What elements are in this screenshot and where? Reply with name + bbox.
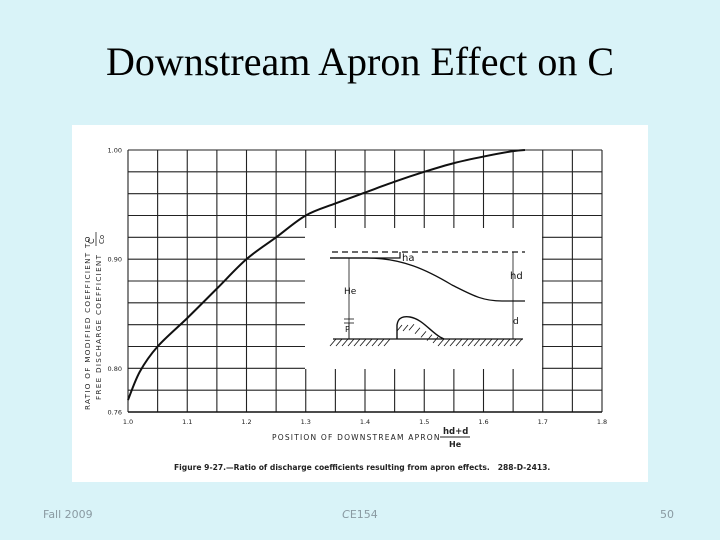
y-tick-label: 0.80	[108, 365, 122, 373]
x-tick-label: 1.5	[419, 418, 429, 426]
y-axis-label-line2: FREE DISCHARGE COEFFICIENT	[94, 254, 103, 400]
x-tick-label: 1.1	[182, 418, 192, 426]
label-hd: hd	[510, 271, 523, 282]
y-tick-label: 0.90	[108, 256, 122, 264]
y-tick-labels: 1.00 0.90 0.80 0.76	[108, 147, 122, 417]
footer-course: CE154	[0, 508, 720, 521]
x-tick-label: 1.7	[538, 418, 548, 426]
inset-background	[305, 228, 542, 369]
x-tick-label: 1.3	[301, 418, 311, 426]
floor-hatching	[329, 323, 523, 347]
slide-title: Downstream Apron Effect on C	[105, 39, 615, 84]
chart-figure: 1.00 0.90 0.80 0.76 1.0 1.1 1.2 1.3 1.4 1.5 1.6 1.…	[72, 125, 648, 482]
x-tick-label: 1.6	[478, 418, 488, 426]
x-tick-label: 1.0	[123, 418, 133, 426]
x-tick-label: 1.2	[241, 418, 251, 426]
chart-plot: 1.000.900.800.76 1.0 1.1 1.2 1.3 1.4 1.5 1.6 1.…	[83, 147, 607, 473]
inset-diagram: ha He hd d P	[305, 228, 542, 369]
y-tick-label: 1.00	[108, 147, 122, 155]
x-axis-label: POSITION OF DOWNSTREAM APRON	[272, 433, 441, 442]
label-p: P	[345, 325, 350, 334]
y-axis-symbol-num: C	[87, 238, 96, 244]
x-axis-fraction-den: He	[449, 440, 462, 449]
ratio-curve	[127, 149, 526, 401]
x-tick-label: 1.8	[597, 418, 607, 426]
weir-crest	[396, 316, 445, 340]
figure-caption: Figure 9-27.—Ratio of discharge coeffici…	[174, 463, 550, 472]
label-d: d	[513, 317, 519, 327]
x-axis-fraction-num: hd+d	[443, 427, 468, 437]
y-axis-label-line1: RATIO OF MODIFIED COEFFICIENT TO	[83, 235, 92, 410]
y-axis-symbol-den: Co	[98, 235, 106, 244]
x-tick-label: 1.4	[360, 418, 370, 426]
label-he: He	[344, 287, 357, 297]
footer-date: Fall 2009	[43, 508, 93, 521]
footer-course-rest: E154	[349, 508, 378, 521]
y-axis-label: RATIO OF MODIFIED COEFFICIENT TO FREE DI…	[83, 232, 106, 410]
footer-course-prefix: C	[342, 508, 350, 521]
x-tick-labels: 1.0 1.1 1.2 1.3 1.4 1.5 1.6 1.7 1.8	[123, 418, 607, 426]
label-ha: ha	[402, 253, 414, 264]
y-tick-label: 0.76	[108, 409, 122, 417]
footer-page-number: 50	[660, 508, 674, 521]
water-surface	[330, 257, 525, 302]
